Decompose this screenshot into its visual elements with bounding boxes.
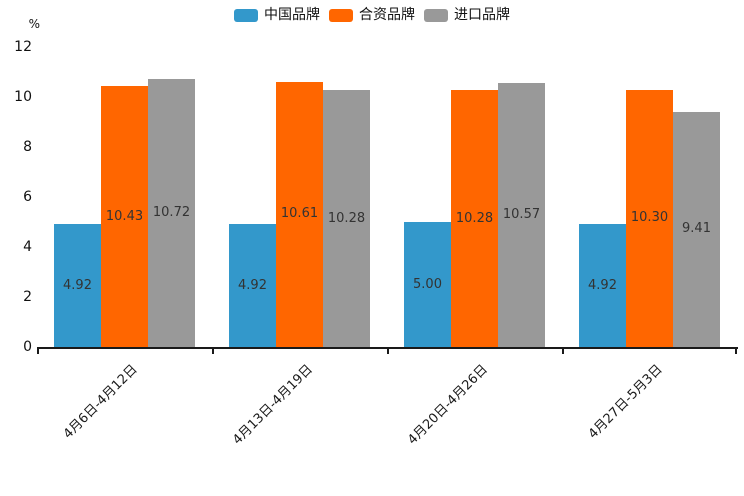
y-tick-label: 12 (14, 39, 32, 55)
y-tick-label: 2 (23, 289, 32, 305)
legend-item-3[interactable]: 进口品牌 (424, 7, 510, 24)
bar-进口品牌-3 (498, 82, 545, 347)
bar-value-label: 10.43 (105, 208, 144, 224)
bar-合资品牌-4 (626, 89, 673, 347)
y-tick-label: 10 (14, 89, 32, 105)
bar-value-label: 10.57 (502, 206, 541, 222)
bar-中国品牌-4 (579, 224, 626, 347)
x-axis-tick (735, 349, 737, 354)
bar-value-label: 4.92 (238, 277, 267, 293)
x-axis-tick (562, 349, 564, 354)
x-tick-label: 4月27日-5月3日 (586, 362, 667, 442)
x-axis-tick (212, 349, 214, 354)
bar-value-label: 10.30 (630, 210, 669, 226)
bar-中国品牌-3 (404, 222, 451, 347)
bar-value-label: 10.28 (327, 210, 366, 226)
bar-value-label: 10.28 (455, 210, 494, 226)
bar-合资品牌-3 (451, 90, 498, 347)
x-tick-label: 4月20日-4月26日 (405, 362, 492, 448)
legend-label: 合资品牌 (359, 7, 415, 23)
bar-value-label: 4.92 (63, 277, 92, 293)
bar-value-label: 10.61 (280, 206, 319, 222)
legend-item-2[interactable]: 合资品牌 (329, 7, 415, 24)
bar-中国品牌-1 (54, 224, 101, 347)
legend-label: 中国品牌 (264, 7, 320, 23)
legend-swatch-icon (234, 9, 258, 22)
chart-legend: 中国品牌 合资品牌 进口品牌 (0, 7, 744, 24)
x-axis-line (37, 347, 738, 349)
legend-item-1[interactable]: 中国品牌 (234, 7, 320, 24)
x-axis-tick (387, 349, 389, 354)
x-tick-label: 4月6日-4月12日 (61, 362, 142, 442)
bar-进口品牌-4 (673, 111, 720, 347)
bar-进口品牌-2 (323, 90, 370, 347)
bar-value-label: 9.41 (682, 221, 711, 237)
legend-swatch-icon (424, 9, 448, 22)
bar-合资品牌-1 (101, 86, 148, 347)
y-axis-unit-label: % (28, 17, 40, 31)
x-axis-tick (37, 349, 39, 354)
bar-进口品牌-1 (148, 79, 195, 347)
bar-value-label: 4.92 (588, 277, 617, 293)
bar-合资品牌-2 (276, 81, 323, 347)
y-tick-label: 8 (23, 139, 32, 155)
bar-value-label: 5.00 (413, 276, 442, 292)
bar-中国品牌-2 (229, 224, 276, 347)
y-tick-label: 4 (23, 239, 32, 255)
y-tick-label: 6 (23, 189, 32, 205)
y-tick-label: 0 (23, 339, 32, 355)
bar-value-label: 10.72 (152, 205, 191, 220)
legend-label: 进口品牌 (454, 7, 510, 23)
legend-swatch-icon (329, 9, 353, 22)
x-tick-label: 4月13日-4月19日 (230, 362, 317, 448)
